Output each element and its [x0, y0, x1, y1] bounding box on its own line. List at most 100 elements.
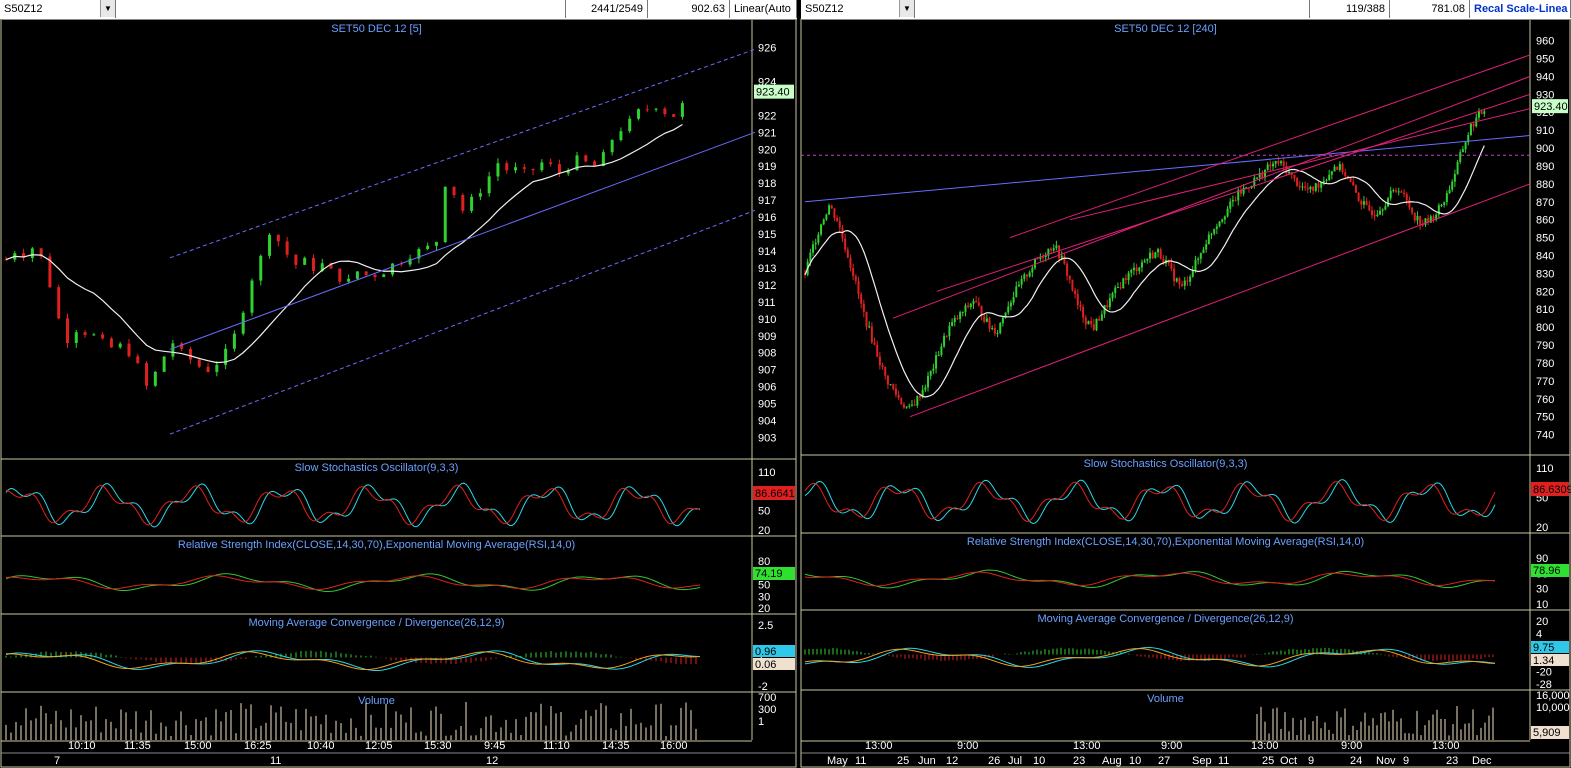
candle-body	[983, 316, 986, 322]
candle-body	[1055, 245, 1058, 249]
candle-body	[1154, 252, 1157, 259]
candle-body	[145, 363, 149, 386]
right-rsi-value-label: 78.96	[1533, 565, 1561, 577]
candle-body	[1135, 267, 1138, 272]
candle-body	[836, 217, 839, 222]
chevron-down-icon[interactable]: ▼	[100, 0, 115, 17]
left-time-label: 15:30	[424, 740, 452, 752]
candle-body	[1087, 320, 1090, 325]
right-stoch-value-label: 86.6309	[1533, 484, 1571, 496]
right-price-tick-label: 800	[1536, 322, 1554, 334]
candle-body	[540, 162, 544, 171]
right-date-label: 10	[1129, 755, 1141, 767]
candle-body	[522, 167, 526, 169]
candle-body	[1009, 302, 1012, 307]
candle-body	[1157, 249, 1160, 253]
candle-body	[1036, 258, 1039, 260]
candle-body	[83, 332, 87, 336]
right-volume-tick-label: 10,000	[1536, 702, 1570, 714]
candle-body	[897, 394, 900, 399]
candle-body	[1451, 181, 1454, 190]
candle-body	[876, 344, 879, 357]
left-macd-title: Moving Average Convergence / Divergence(…	[248, 617, 504, 629]
candle-body	[1261, 172, 1264, 178]
candle-body	[1063, 255, 1066, 264]
left-price-tick-label: 915	[758, 229, 776, 241]
candle-body	[1106, 305, 1109, 308]
candle-body	[948, 325, 951, 337]
candle-body	[39, 248, 43, 257]
right-symbol-selector[interactable]: S50Z12 ▼	[801, 0, 915, 18]
candle-body	[514, 167, 518, 171]
left-time-label: 9:45	[484, 740, 505, 752]
candle-body	[1124, 278, 1127, 280]
candle-body	[118, 343, 122, 348]
left-stoch-tick-label: 20	[758, 525, 770, 537]
candle-body	[1381, 209, 1384, 211]
left-scale-mode-button[interactable]: Linear(Auto	[730, 0, 797, 18]
candle-body	[873, 342, 876, 345]
left-time-label: 11:10	[543, 740, 570, 752]
candle-body	[1100, 314, 1103, 321]
candle-body	[935, 355, 938, 369]
left-price-tick-label: 909	[758, 331, 776, 343]
candle-body	[1306, 187, 1309, 190]
candle-body	[303, 257, 307, 265]
candle-body	[996, 333, 999, 335]
right-macd-signal-tag	[1531, 654, 1569, 666]
candle-body	[1320, 182, 1323, 188]
left-last-price-tag	[754, 84, 794, 99]
right-macd-signal-line	[804, 648, 1496, 667]
candle-body	[197, 359, 201, 367]
right-last-price-label: 923.40	[1534, 101, 1568, 113]
right-date-label: 9	[1308, 755, 1314, 767]
candle-body	[929, 370, 932, 376]
candle-body	[1031, 267, 1034, 273]
candle-body	[1020, 278, 1023, 285]
right-scale-mode-button[interactable]: Recal Scale-Linea	[1470, 0, 1571, 18]
right-date-label: Aug	[1102, 755, 1122, 767]
candle-body	[1443, 202, 1446, 205]
candle-body	[927, 375, 930, 388]
candle-body	[1090, 320, 1093, 325]
candle-body	[426, 245, 430, 249]
left-rsi-tick-label: 50	[758, 580, 770, 592]
candle-body	[817, 234, 820, 243]
candle-body	[1288, 171, 1291, 174]
candle-body	[1461, 149, 1464, 153]
right-date-label: May	[827, 755, 848, 767]
candle-body	[478, 193, 482, 197]
right-macd-tick-label: 20	[1536, 616, 1548, 628]
candle-body	[127, 343, 131, 357]
candle-body	[645, 109, 649, 111]
right-stoch-title: Slow Stochastics Oscillator(9,3,3)	[1084, 458, 1248, 470]
chevron-down-icon[interactable]: ▼	[899, 0, 914, 17]
left-stoch-k-line	[5, 482, 701, 528]
candle-body	[1309, 186, 1312, 190]
candle-body	[1082, 306, 1085, 318]
right-price-tick-label: 950	[1536, 53, 1554, 65]
left-symbol-selector[interactable]: S50Z12 ▼	[0, 0, 116, 18]
left-macd-signal-label: 0.06	[755, 659, 776, 671]
right-record-counter: 119/388	[1310, 0, 1390, 18]
candle-body	[1354, 185, 1357, 193]
candle-body	[844, 238, 847, 250]
candle-body	[1229, 201, 1232, 209]
candle-body	[937, 355, 940, 357]
right-rsi-tick-label: 30	[1536, 584, 1548, 596]
right-stoch-d-line	[804, 481, 1496, 522]
candle-body	[854, 276, 857, 281]
candle-body	[250, 280, 254, 313]
left-stoch-value-label: 86.6641	[755, 488, 795, 500]
candle-body	[1266, 164, 1269, 171]
candle-body	[470, 196, 474, 211]
candle-body	[1050, 248, 1053, 251]
left-time-label: 16:25	[244, 740, 272, 752]
left-price-tick-label: 920	[758, 144, 776, 156]
right-price-tick-label: 910	[1536, 125, 1554, 137]
right-trend-line	[1069, 108, 1531, 221]
candle-body	[101, 334, 105, 339]
right-macd-signal-label: 1.34	[1533, 655, 1554, 667]
left-price-tick-label: 910	[758, 314, 776, 326]
left-day-label: 7	[54, 755, 60, 767]
